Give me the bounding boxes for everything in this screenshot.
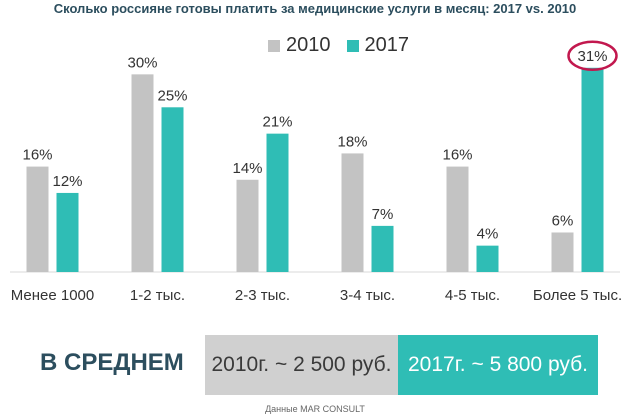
bar-2010-2 [236, 179, 259, 272]
category-label-1: 1-2 тыс. [130, 287, 185, 304]
legend-item-2017: 2017 [346, 34, 410, 57]
data-label-2017-5: 31% [577, 48, 607, 65]
data-label-2010-1: 30% [127, 54, 157, 71]
bar-2010-1 [131, 74, 154, 273]
data-label-2017-2: 21% [262, 114, 292, 131]
summary-avg-2017: 2017г. ~ 5 800 руб. [398, 335, 598, 395]
data-label-2010-4: 16% [442, 147, 472, 164]
data-label-2017-4: 4% [477, 226, 499, 243]
highlight-ring [567, 40, 618, 72]
category-label-5: Более 5 тыс. [533, 287, 622, 304]
summary-avg-2010: 2010г. ~ 2 500 руб. [205, 335, 398, 395]
data-label-2010-0: 16% [22, 147, 52, 164]
legend-item-2010: 2010 [268, 34, 331, 57]
category-label-4: 4-5 тыс. [445, 287, 500, 304]
bar-2017-4 [476, 245, 499, 272]
category-label-3: 3-4 тыс. [340, 287, 395, 304]
data-label-2010-5: 6% [552, 212, 574, 229]
legend: 2010 2017 [268, 34, 425, 57]
bar-2010-4 [446, 166, 469, 272]
legend-label-2010: 2010 [286, 34, 331, 56]
category-label-0: Менее 1000 [11, 287, 95, 304]
source-note: Данные MAR CONSULT [265, 404, 365, 414]
data-label-2017-0: 12% [52, 173, 82, 190]
bar-2010-0 [26, 166, 49, 272]
bar-2017-3 [371, 225, 394, 272]
data-label-2017-1: 25% [157, 87, 187, 104]
data-label-2017-3: 7% [372, 206, 394, 223]
legend-label-2017: 2017 [364, 34, 410, 56]
data-label-2010-2: 14% [232, 160, 262, 177]
category-label-2: 2-3 тыс. [235, 287, 290, 304]
bar-2017-5 [581, 67, 604, 272]
bar-2010-5 [551, 232, 574, 272]
legend-swatch-2017 [346, 39, 359, 52]
bar-2017-0 [56, 192, 79, 272]
chart-title: Сколько россияне готовы платить за медиц… [53, 1, 577, 16]
legend-swatch-2010 [268, 39, 280, 52]
bar-2010-3 [341, 153, 364, 272]
bar-2017-1 [161, 107, 184, 272]
bar-2017-2 [266, 133, 289, 272]
summary-label: В СРЕДНЕМ [40, 349, 184, 376]
data-label-2010-3: 18% [337, 133, 367, 150]
